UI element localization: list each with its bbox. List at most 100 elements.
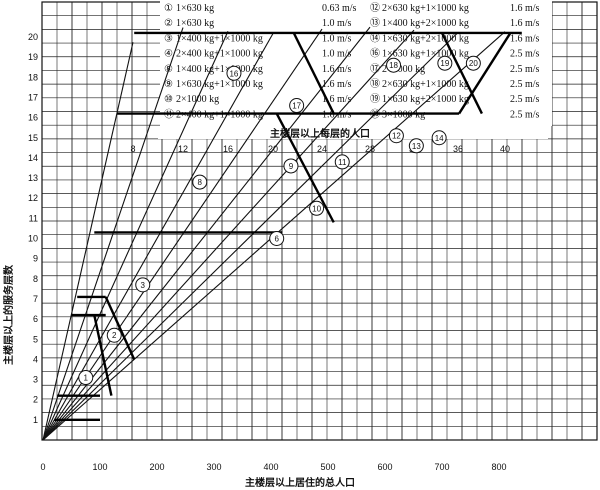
region-label-text: 12	[392, 132, 401, 141]
region-label-text: 19	[440, 59, 449, 68]
legend-spec-20: 3×1000 kg	[382, 109, 425, 120]
y-tick-label: 3	[33, 375, 38, 385]
region-label-circle	[78, 370, 94, 386]
x-tick-label: 500	[320, 462, 335, 472]
x-tick-label: 600	[377, 462, 392, 472]
legend-speed-14: 1.6 m/s	[510, 33, 540, 44]
region-boundary	[292, 32, 335, 115]
region-label-circle	[289, 98, 305, 114]
legend-speed-3: 1.0 m/s	[322, 33, 352, 44]
top-tick-label: 12	[178, 144, 188, 154]
legend-spec-17: 2×1000 kg	[382, 64, 425, 75]
x-tick-label: 800	[491, 462, 506, 472]
region-boundary	[93, 314, 113, 396]
legend-speed-20: 2.5 m/s	[510, 109, 540, 120]
region-label-6: 6	[269, 231, 285, 246]
region-label-17: 17	[289, 98, 305, 114]
legend-speed-1: 0.63 m/s	[322, 3, 357, 14]
legend-marker-16: ⑯	[370, 48, 380, 60]
region-label-circle	[334, 154, 350, 170]
y-tick-label: 5	[33, 334, 38, 344]
region-label-circle	[431, 130, 447, 146]
region-label-circle	[437, 55, 453, 71]
legend-spec-16: 1×630 kg+1×1000 kg	[382, 49, 469, 60]
y-tick-label: 1	[33, 415, 38, 425]
chart-axes: 0 100 200 300 400 500 600 700 800123456789101112…	[28, 32, 507, 472]
legend-speed-17: 2.5 m/s	[510, 64, 540, 75]
legend-marker-9: ⑨	[164, 79, 173, 90]
y-tick-label: 17	[28, 92, 38, 102]
x-tick-label: 200	[149, 462, 164, 472]
region-label-text: 20	[469, 59, 478, 68]
region-label-12: 12	[388, 128, 404, 144]
region-boundary	[458, 32, 512, 115]
region-label-circle	[386, 57, 402, 73]
legend-marker-12: ⑫	[370, 2, 380, 14]
legend-spec-9: 1×630 kg+1×1000 kg	[176, 79, 263, 90]
region-label-circle	[388, 128, 404, 144]
region-label-11: 11	[334, 154, 350, 170]
legend-marker-1: ①	[164, 3, 173, 14]
x-tick-label: 300	[206, 462, 221, 472]
legend-speed-19: 2.5 m/s	[510, 94, 540, 105]
legend-spec-12: 2×630 kg+1×1000 kg	[382, 3, 469, 14]
region-label-text: 1	[84, 374, 89, 383]
region-label-circle	[465, 55, 481, 71]
region-label-text: 13	[412, 142, 421, 151]
region-label-text: 18	[389, 61, 398, 70]
x-tick-label: 700	[434, 462, 449, 472]
y-tick-label: 15	[28, 133, 38, 143]
region-label-14: 14	[431, 130, 447, 146]
y-tick-label: 4	[33, 354, 38, 364]
region-label-circle	[226, 65, 242, 81]
legend-speed-10: 1.6 m/s	[322, 94, 352, 105]
x-tick-label: 0	[40, 462, 45, 472]
legend-spec-2: 1×630 kg	[176, 18, 214, 29]
legend-speed-16: 2.5 m/s	[510, 49, 540, 60]
region-label-text: 9	[289, 162, 294, 171]
y-tick-label: 9	[33, 254, 38, 264]
per-floor-ray-32	[42, 29, 415, 441]
region-label-16: 16	[226, 65, 242, 81]
region-boundary	[275, 113, 335, 223]
legend-marker-19: ⑲	[370, 93, 380, 105]
y-tick-label: 13	[28, 173, 38, 183]
y-tick-label: 12	[28, 193, 38, 203]
region-label-text: 10	[312, 204, 321, 213]
legend-speed-18: 2.5 m/s	[510, 79, 540, 90]
region-boundary	[440, 32, 483, 115]
x-tick-label: 100	[92, 462, 107, 472]
top-tick-label: 16	[223, 144, 233, 154]
region-label-1: 1	[78, 370, 94, 386]
y-tick-label: 20	[28, 32, 38, 42]
legend-spec-1: 1×630 kg	[176, 3, 214, 14]
legend-marker-2: ②	[164, 18, 173, 29]
y-tick-label: 8	[33, 274, 38, 284]
x-axis-label: 主楼层以上居住的总人口	[245, 476, 355, 489]
region-label-circle	[269, 231, 285, 246]
legend-marker-17: ⑰	[370, 63, 380, 75]
per-floor-ray-16	[42, 31, 229, 441]
legend-spec-19: 1×630 kg+2×1000 kg	[382, 94, 469, 105]
legend-marker-10: ⑩	[164, 94, 173, 105]
per-floor-ray-20	[42, 33, 274, 441]
y-tick-label: 16	[28, 113, 38, 123]
legend-speed-2: 1.0 m/s	[322, 18, 352, 29]
legend-speed-13: 1.6 m/s	[510, 18, 540, 29]
legend-speed-4: 1.0 m/s	[322, 49, 352, 60]
region-label-2: 2	[106, 327, 122, 343]
chart-legend: ① 1×630 kg 0.63 m/s② 1×630 kg 1.0 m/s③ 1×400 …	[158, 0, 552, 139]
legend-marker-3: ③	[164, 33, 173, 44]
region-label-text: 14	[435, 134, 444, 143]
y-tick-label: 14	[28, 153, 38, 163]
per-floor-ray-8	[42, 42, 134, 441]
region-boundary	[104, 296, 136, 360]
region-label-circle	[135, 277, 151, 293]
region-label-10: 10	[309, 200, 325, 216]
region-boundaries	[54, 31, 522, 422]
region-label-text: 17	[292, 102, 301, 111]
top-tick-label: 8	[130, 144, 135, 154]
region-label-13: 13	[408, 138, 424, 154]
region-label-circle	[192, 174, 208, 190]
